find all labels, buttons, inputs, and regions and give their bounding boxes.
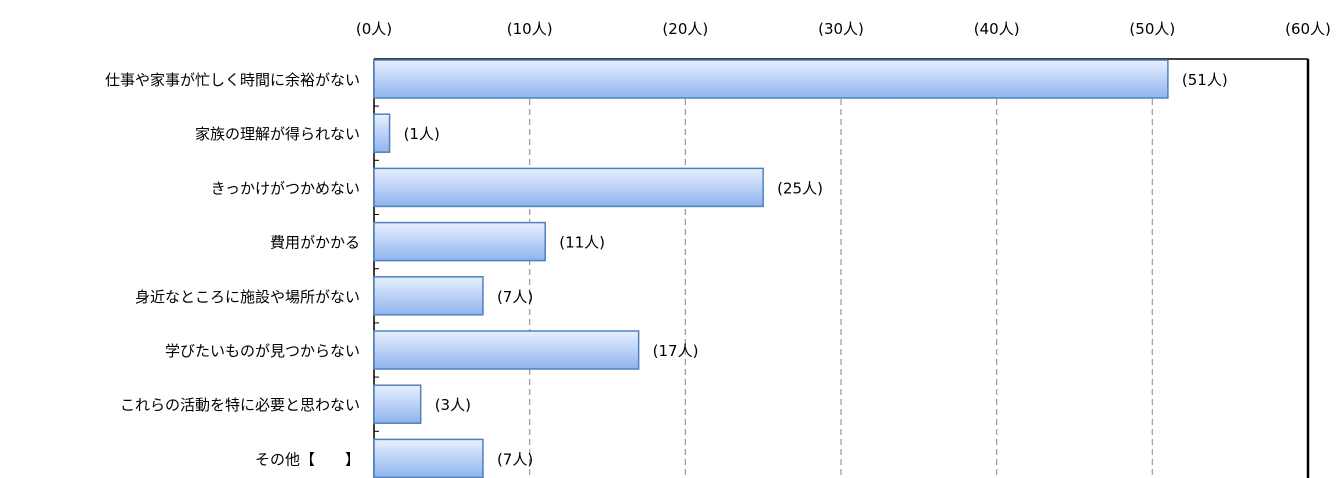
category-label: 身近なところに施設や場所がない (135, 288, 360, 306)
category-label: 学びたいものが見つからない (165, 342, 360, 360)
bar (373, 276, 484, 316)
bar (373, 167, 764, 208)
bar (373, 221, 546, 262)
data-label: (1人) (404, 125, 440, 143)
data-labels: (51人) (1人) (25人) (11人) (7人) (17人) (3人) (7人) (404, 71, 1228, 468)
category-label: 仕事や家事が忙しく時間に余裕がない (105, 71, 360, 89)
x-tick-label: (30人) (818, 20, 864, 38)
data-label: (3人) (435, 396, 471, 414)
x-tick-label: (50人) (1129, 20, 1175, 38)
bars (373, 59, 1169, 478)
x-tick-label: (20人) (662, 20, 708, 38)
x-tick-label: (40人) (974, 20, 1020, 38)
data-label: (11人) (559, 234, 605, 252)
data-label: (17人) (653, 342, 699, 360)
category-label: 費用がかかる (270, 234, 360, 252)
grid-lines (529, 59, 1153, 478)
data-label: (25人) (777, 179, 823, 197)
category-label: その他【 】 (255, 450, 360, 468)
data-label: (7人) (497, 450, 533, 468)
category-label: 家族の理解が得られない (195, 125, 360, 143)
bar (373, 438, 484, 478)
x-tick-label: (0人) (356, 20, 392, 38)
category-label: これらの活動を特に必要と思わない (120, 396, 360, 414)
data-label: (7人) (497, 288, 533, 306)
bar (373, 113, 391, 153)
bar (373, 59, 1169, 99)
bar (373, 330, 640, 370)
category-labels: 仕事や家事が忙しく時間に余裕がない家族の理解が得られないきっかけがつかめない費用… (105, 71, 360, 468)
x-tick-label: (60人) (1285, 20, 1331, 38)
data-label: (51人) (1182, 71, 1228, 89)
bar (373, 384, 422, 424)
x-tick-labels: (0人) (10人) (20人) (30人) (40人) (50人) (60人) (356, 20, 1331, 38)
x-tick-label: (10人) (507, 20, 553, 38)
category-label: きっかけがつかめない (211, 179, 360, 197)
